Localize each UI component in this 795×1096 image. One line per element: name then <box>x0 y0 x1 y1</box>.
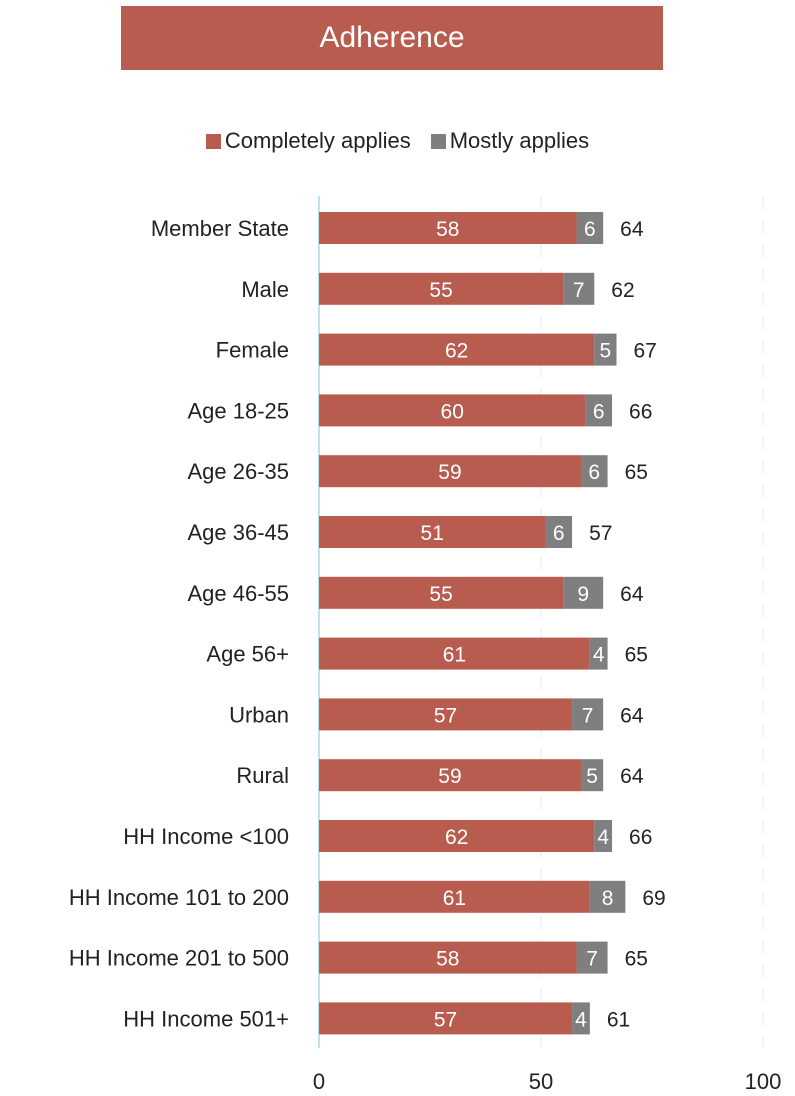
total-label: 64 <box>620 765 644 788</box>
category-label: HH Income 101 to 200 <box>69 885 289 910</box>
category-label: Female <box>216 338 289 363</box>
total-label: 66 <box>629 826 652 849</box>
data-label: 58 <box>436 218 459 241</box>
data-label: 6 <box>584 218 596 241</box>
bar-completely <box>319 941 577 974</box>
data-label: 7 <box>573 279 585 302</box>
bar-mostly <box>576 941 608 974</box>
category-label: HH Income 501+ <box>123 1006 289 1031</box>
total-label: 65 <box>625 644 648 667</box>
bar-mostly <box>594 820 613 852</box>
category-label: Age 26-35 <box>187 459 289 484</box>
category-label: Age 56+ <box>206 642 289 667</box>
bar-completely <box>319 820 595 852</box>
bar-mostly <box>589 637 608 670</box>
total-label: 62 <box>611 279 634 302</box>
category-label: Male <box>241 277 289 302</box>
data-label: 4 <box>593 644 605 667</box>
data-label: 61 <box>443 644 466 667</box>
data-label: 7 <box>586 948 598 971</box>
total-label: 61 <box>607 1008 630 1031</box>
bar-mostly <box>594 333 617 366</box>
x-tick-label: 100 <box>745 1069 782 1094</box>
bar-mostly <box>589 880 626 913</box>
bar-completely <box>319 576 564 609</box>
bar-mostly <box>576 212 604 244</box>
chart-title-banner: Adherence <box>121 6 663 70</box>
legend-label-completely: Completely applies <box>224 128 411 153</box>
category-label: Rural <box>236 763 289 788</box>
category-label: HH Income <100 <box>123 824 289 849</box>
data-label: 57 <box>434 1008 457 1031</box>
bar-mostly <box>580 455 608 488</box>
data-label: 59 <box>438 461 461 484</box>
legend-item-mostly: Mostly applies <box>430 128 590 154</box>
chart-title: Adherence <box>319 21 465 54</box>
data-label: 5 <box>586 765 598 788</box>
data-label: 55 <box>429 583 452 606</box>
data-label: 57 <box>434 704 457 727</box>
bar-completely <box>319 455 581 488</box>
x-tick-label: 50 <box>529 1069 553 1094</box>
bar-mostly <box>563 272 595 305</box>
total-label: 64 <box>620 583 644 606</box>
data-label: 5 <box>600 340 612 363</box>
category-label: Urban <box>229 702 289 727</box>
bar-mostly <box>563 576 604 609</box>
data-label: 59 <box>438 765 461 788</box>
bar-mostly <box>580 759 604 792</box>
data-label: 62 <box>445 340 468 363</box>
x-tick-label: 0 <box>313 1069 325 1094</box>
bar-mostly <box>545 516 573 548</box>
data-label: 58 <box>436 948 459 971</box>
total-label: 57 <box>589 522 612 545</box>
bar-completely <box>319 759 581 792</box>
data-label: 62 <box>445 826 468 849</box>
data-label: 4 <box>575 1008 587 1031</box>
total-label: 69 <box>642 887 665 910</box>
data-label: 6 <box>593 400 605 423</box>
bar-completely <box>319 637 590 670</box>
bar-completely <box>319 394 586 427</box>
category-label: Age 46-55 <box>187 581 289 606</box>
bar-completely <box>319 1002 573 1035</box>
bar-completely <box>319 516 546 548</box>
legend-label-mostly: Mostly applies <box>449 128 590 153</box>
data-label: 6 <box>588 461 600 484</box>
category-label: Age 18-25 <box>187 398 289 423</box>
data-label: 6 <box>553 522 565 545</box>
data-label: 51 <box>421 522 444 545</box>
data-label: 8 <box>602 887 614 910</box>
data-label: 60 <box>441 400 464 423</box>
bar-mostly <box>585 394 613 427</box>
chart-legend: Completely applies Mostly applies <box>0 128 795 154</box>
total-label: 67 <box>633 340 656 363</box>
total-label: 64 <box>620 704 644 727</box>
data-label: 55 <box>429 279 452 302</box>
data-label: 9 <box>577 583 589 606</box>
bar-mostly <box>572 1002 590 1035</box>
data-label: 7 <box>582 704 594 727</box>
legend-swatch-mostly <box>430 133 446 149</box>
data-label: 61 <box>443 887 466 910</box>
total-label: 64 <box>620 218 644 241</box>
bar-completely <box>319 698 573 731</box>
total-label: 65 <box>625 948 648 971</box>
bar-completely <box>319 880 590 913</box>
category-label: HH Income 201 to 500 <box>69 946 289 971</box>
bar-completely <box>319 272 564 305</box>
bar-completely <box>319 212 577 244</box>
legend-swatch-completely <box>205 133 221 149</box>
data-label: 4 <box>597 826 609 849</box>
category-label: Member State <box>151 216 289 241</box>
bar-completely <box>319 333 595 366</box>
total-label: 65 <box>625 461 648 484</box>
legend-item-completely: Completely applies <box>205 128 411 154</box>
total-label: 66 <box>629 400 652 423</box>
bar-mostly <box>572 698 604 731</box>
category-label: Age 36-45 <box>187 520 289 545</box>
